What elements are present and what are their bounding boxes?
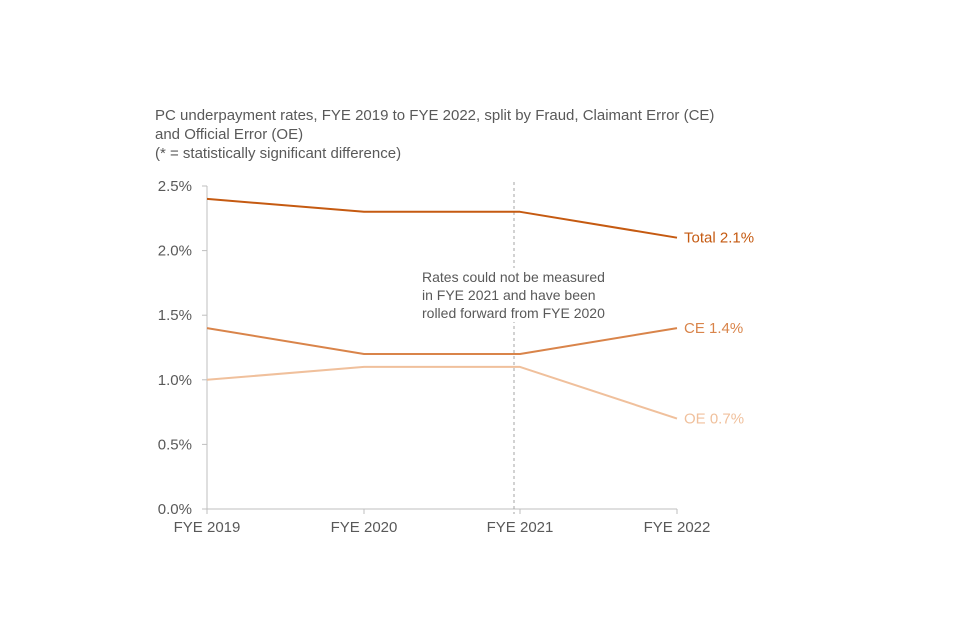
annotation-line-1: Rates could not be measured <box>422 269 605 285</box>
series-end-label-oe: OE 0.7% <box>684 411 744 428</box>
chart-title-line-3: (* = statistically significant differenc… <box>155 145 402 162</box>
series-end-label-total: Total 2.1% <box>684 230 754 247</box>
annotation-line-3: rolled forward from FYE 2020 <box>422 305 605 321</box>
series-line-ce <box>206 327 678 355</box>
x-tick-label: FYE 2019 <box>174 519 241 536</box>
series-line-total <box>206 197 678 239</box>
series-lines <box>206 197 678 420</box>
series-line-oe <box>206 365 678 420</box>
y-axis: 0.0% 0.5% 1.0% 1.5% 2.0% 2.5% <box>158 178 208 518</box>
y-tick-label: 2.5% <box>158 178 192 195</box>
chart-title-line-2: and Official Error (OE) <box>155 126 304 143</box>
chart-title-line-1: PC underpayment rates, FYE 2019 to FYE 2… <box>155 107 715 124</box>
y-tick-label: 0.0% <box>158 501 192 518</box>
chart-title: PC underpayment rates, FYE 2019 to FYE 2… <box>155 106 795 163</box>
series-end-labels: Total 2.1% CE 1.4% OE 0.7% <box>684 230 754 428</box>
y-tick-label: 2.0% <box>158 243 192 260</box>
x-tick-label: FYE 2021 <box>487 519 554 536</box>
x-tick-label: FYE 2020 <box>331 519 398 536</box>
x-axis: FYE 2019 FYE 2020 FYE 2021 FYE 2022 <box>174 508 711 536</box>
fye-2021-annotation: Rates could not be measured in FYE 2021 … <box>422 268 605 322</box>
y-tick-label: 0.5% <box>158 436 192 453</box>
series-end-label-ce: CE 1.4% <box>684 320 743 337</box>
y-tick-label: 1.0% <box>158 372 192 389</box>
x-tick-label: FYE 2022 <box>644 519 711 536</box>
y-tick-label: 1.5% <box>158 307 192 324</box>
annotation-line-2: in FYE 2021 and have been <box>422 287 596 303</box>
